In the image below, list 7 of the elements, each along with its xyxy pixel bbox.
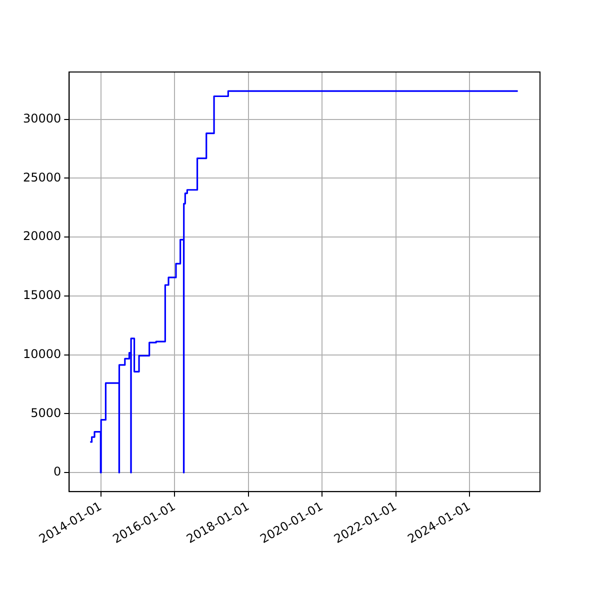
y-tick-label: 5000 bbox=[30, 406, 62, 420]
y-tick-label: 10000 bbox=[22, 346, 62, 361]
y-tick-label: 25000 bbox=[22, 170, 62, 184]
y-tick-label: 0 bbox=[54, 464, 62, 479]
y-tick-label: 20000 bbox=[22, 229, 62, 244]
y-tick-label: 15000 bbox=[22, 288, 62, 302]
y-tick-label: 30000 bbox=[22, 111, 62, 126]
